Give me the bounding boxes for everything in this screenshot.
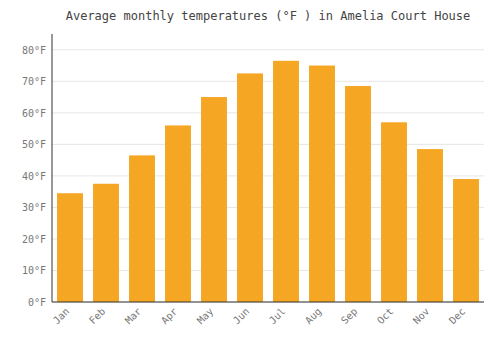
y-tick-label: 40°F (22, 171, 46, 182)
x-tick-label: Aug (303, 306, 324, 327)
x-tick-label: Nov (411, 306, 432, 327)
chart-container: Average monthly temperatures (°F ) in Am… (0, 0, 500, 350)
x-tick-label: Apr (159, 306, 180, 327)
bar (93, 184, 119, 302)
y-tick-label: 20°F (22, 234, 46, 245)
bar (57, 193, 83, 302)
x-tick-label: Jun (231, 306, 252, 327)
y-axis (52, 34, 53, 302)
y-tick-label: 10°F (22, 265, 46, 276)
bar (129, 155, 155, 302)
grid-line (52, 112, 484, 113)
x-tick-label: Dec (447, 306, 468, 327)
x-tick-label: Jan (51, 306, 72, 327)
x-tick-label: May (195, 306, 216, 327)
bar (273, 61, 299, 302)
y-tick-label: 50°F (22, 139, 46, 150)
x-tick-label: Sep (339, 306, 360, 327)
bars (57, 61, 479, 302)
bar (201, 97, 227, 302)
grid-line (52, 81, 484, 82)
y-tick-label: 30°F (22, 202, 46, 213)
bar (309, 66, 335, 302)
bar (345, 86, 371, 302)
y-tick-label: 80°F (22, 45, 46, 56)
y-tick-label: 0°F (28, 297, 46, 308)
grid-line (52, 49, 484, 50)
x-axis (52, 302, 484, 303)
bar (237, 73, 263, 302)
title: Average monthly temperatures (°F ) in Am… (66, 9, 471, 23)
grid-line (52, 302, 484, 303)
chart: Average monthly temperatures (°F ) in Am… (0, 0, 500, 350)
bar (381, 122, 407, 302)
bar (417, 149, 443, 302)
bar (165, 125, 191, 302)
y-tick-label: 70°F (22, 76, 46, 87)
bar (453, 179, 479, 302)
y-tick-label: 60°F (22, 108, 46, 119)
x-tick-label: Mar (123, 306, 144, 327)
x-tick-label: Jul (267, 306, 288, 327)
grid-line (52, 144, 484, 145)
x-tick-label: Feb (87, 306, 108, 327)
grid (52, 50, 484, 302)
x-tick-label: Oct (375, 306, 396, 327)
